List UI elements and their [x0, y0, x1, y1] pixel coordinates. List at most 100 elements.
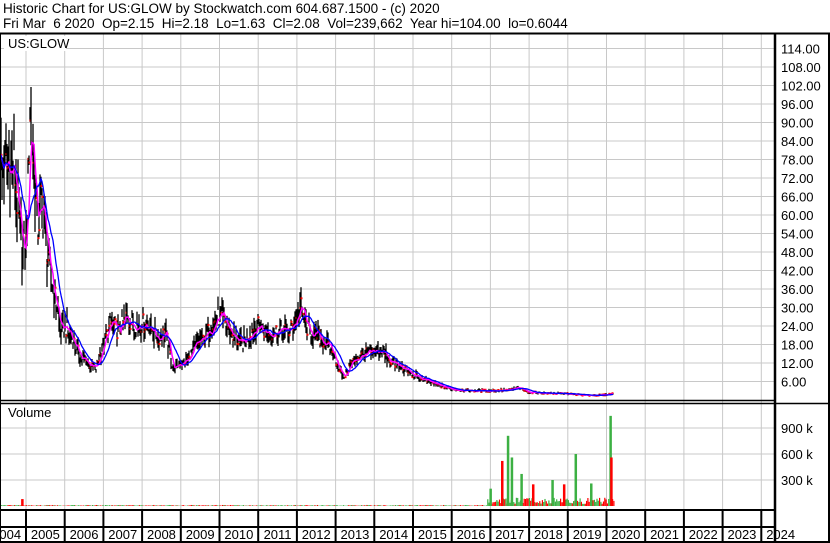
volume-bar: [540, 503, 542, 506]
volume-bar: [601, 503, 603, 506]
close-mark: [322, 345, 325, 348]
volume-bar: [314, 505, 316, 506]
volume-bar: [384, 505, 386, 506]
volume-bar: [186, 505, 189, 506]
year-tick-label: 2006: [70, 527, 99, 542]
volume-bar: [323, 505, 325, 506]
volume-bar: [332, 505, 334, 506]
volume-bar: [453, 505, 455, 506]
close-mark: [306, 333, 309, 336]
volume-bar: [232, 505, 234, 506]
volume-bar: [423, 505, 425, 506]
price-tick-label: 96.00: [781, 97, 814, 112]
volume-bar: [36, 505, 38, 506]
close-mark: [54, 286, 57, 289]
frame: [0, 32, 830, 543]
volume-bar: [518, 502, 520, 506]
price-tick-label: 114.00: [781, 42, 820, 57]
volume-bar: [95, 504, 98, 506]
volume-bar: [172, 505, 174, 506]
volume-bar: [520, 473, 523, 506]
volume-bar: [354, 505, 356, 506]
volume-bar: [310, 505, 312, 506]
volume-bar: [424, 504, 426, 506]
close-mark: [116, 337, 119, 340]
volume-bar: [409, 504, 411, 506]
volume-bar: [517, 497, 519, 506]
volume-bar: [367, 505, 369, 506]
volume-bar: [102, 504, 104, 506]
volume-bar: [154, 505, 156, 506]
volume-bar: [15, 505, 17, 506]
volume-bar: [108, 505, 111, 506]
volume-bar: [554, 501, 556, 506]
volume-bar: [513, 502, 515, 506]
volume-bar: [584, 503, 586, 506]
close-mark: [249, 335, 252, 338]
volume-bar: [322, 505, 324, 506]
close-mark: [158, 343, 161, 346]
volume-bar: [576, 500, 579, 506]
volume-bar: [149, 505, 151, 506]
volume-bar: [153, 504, 155, 506]
volume-bar: [444, 505, 446, 506]
volume-bar: [610, 457, 613, 506]
volume-bar: [400, 504, 402, 506]
volume-bar: [298, 505, 300, 506]
price-tick-label: 6.00: [781, 375, 806, 390]
close-mark: [40, 185, 43, 188]
volume-bar: [270, 505, 272, 506]
volume-bar: [368, 505, 371, 506]
volume-bar: [565, 499, 567, 506]
volume-bar: [573, 501, 575, 506]
volume-bar: [519, 500, 521, 506]
volume-bar: [30, 505, 33, 506]
volume-bar: [500, 503, 502, 506]
close-mark: [188, 355, 191, 358]
volume-bar: [498, 499, 501, 506]
volume-bar: [77, 505, 79, 506]
volume-bar: [534, 501, 536, 506]
volume-bar: [501, 460, 504, 506]
symbol-label: US:GLOW: [8, 36, 70, 51]
year-tick-label: 2011: [264, 527, 292, 542]
volume-bar: [67, 505, 69, 506]
volume-bar: [592, 500, 594, 506]
close-mark: [275, 325, 278, 328]
volume-bar: [537, 502, 540, 506]
volume-bar: [216, 505, 218, 506]
volume-bar: [86, 505, 88, 506]
volume-bar: [527, 498, 529, 506]
volume-bar: [259, 505, 261, 506]
close-mark: [207, 323, 210, 326]
volume-bars: [1, 415, 615, 506]
volume-bar: [181, 505, 183, 506]
volume-bar: [366, 504, 368, 506]
price-tick-label: 66.00: [781, 190, 814, 205]
volume-bar: [514, 503, 516, 506]
volume-bar: [353, 505, 355, 506]
volume-bar: [522, 502, 524, 506]
close-mark: [184, 362, 187, 365]
volume-tick-label: 600 k: [781, 447, 813, 462]
year-tick-label: 2021: [650, 527, 679, 542]
year-tick-label: 2010: [224, 527, 253, 542]
volume-bar: [510, 457, 514, 506]
volume-bar: [480, 505, 482, 506]
volume-bar: [293, 505, 295, 506]
volume-bar: [6, 505, 8, 506]
volume-bar: [363, 505, 365, 506]
close-mark: [106, 329, 109, 332]
close-mark: [37, 237, 40, 240]
volume-bar: [479, 505, 481, 506]
close-mark: [130, 323, 133, 326]
volume-bar: [463, 505, 465, 506]
volume-bar: [574, 454, 578, 506]
price-tick-label: 48.00: [781, 245, 814, 260]
volume-bar: [19, 505, 21, 506]
close-mark: [344, 376, 347, 379]
volume-bar: [12, 505, 14, 506]
volume-bar: [602, 501, 605, 506]
volume-bar: [422, 505, 424, 506]
volume-bar: [227, 505, 229, 506]
